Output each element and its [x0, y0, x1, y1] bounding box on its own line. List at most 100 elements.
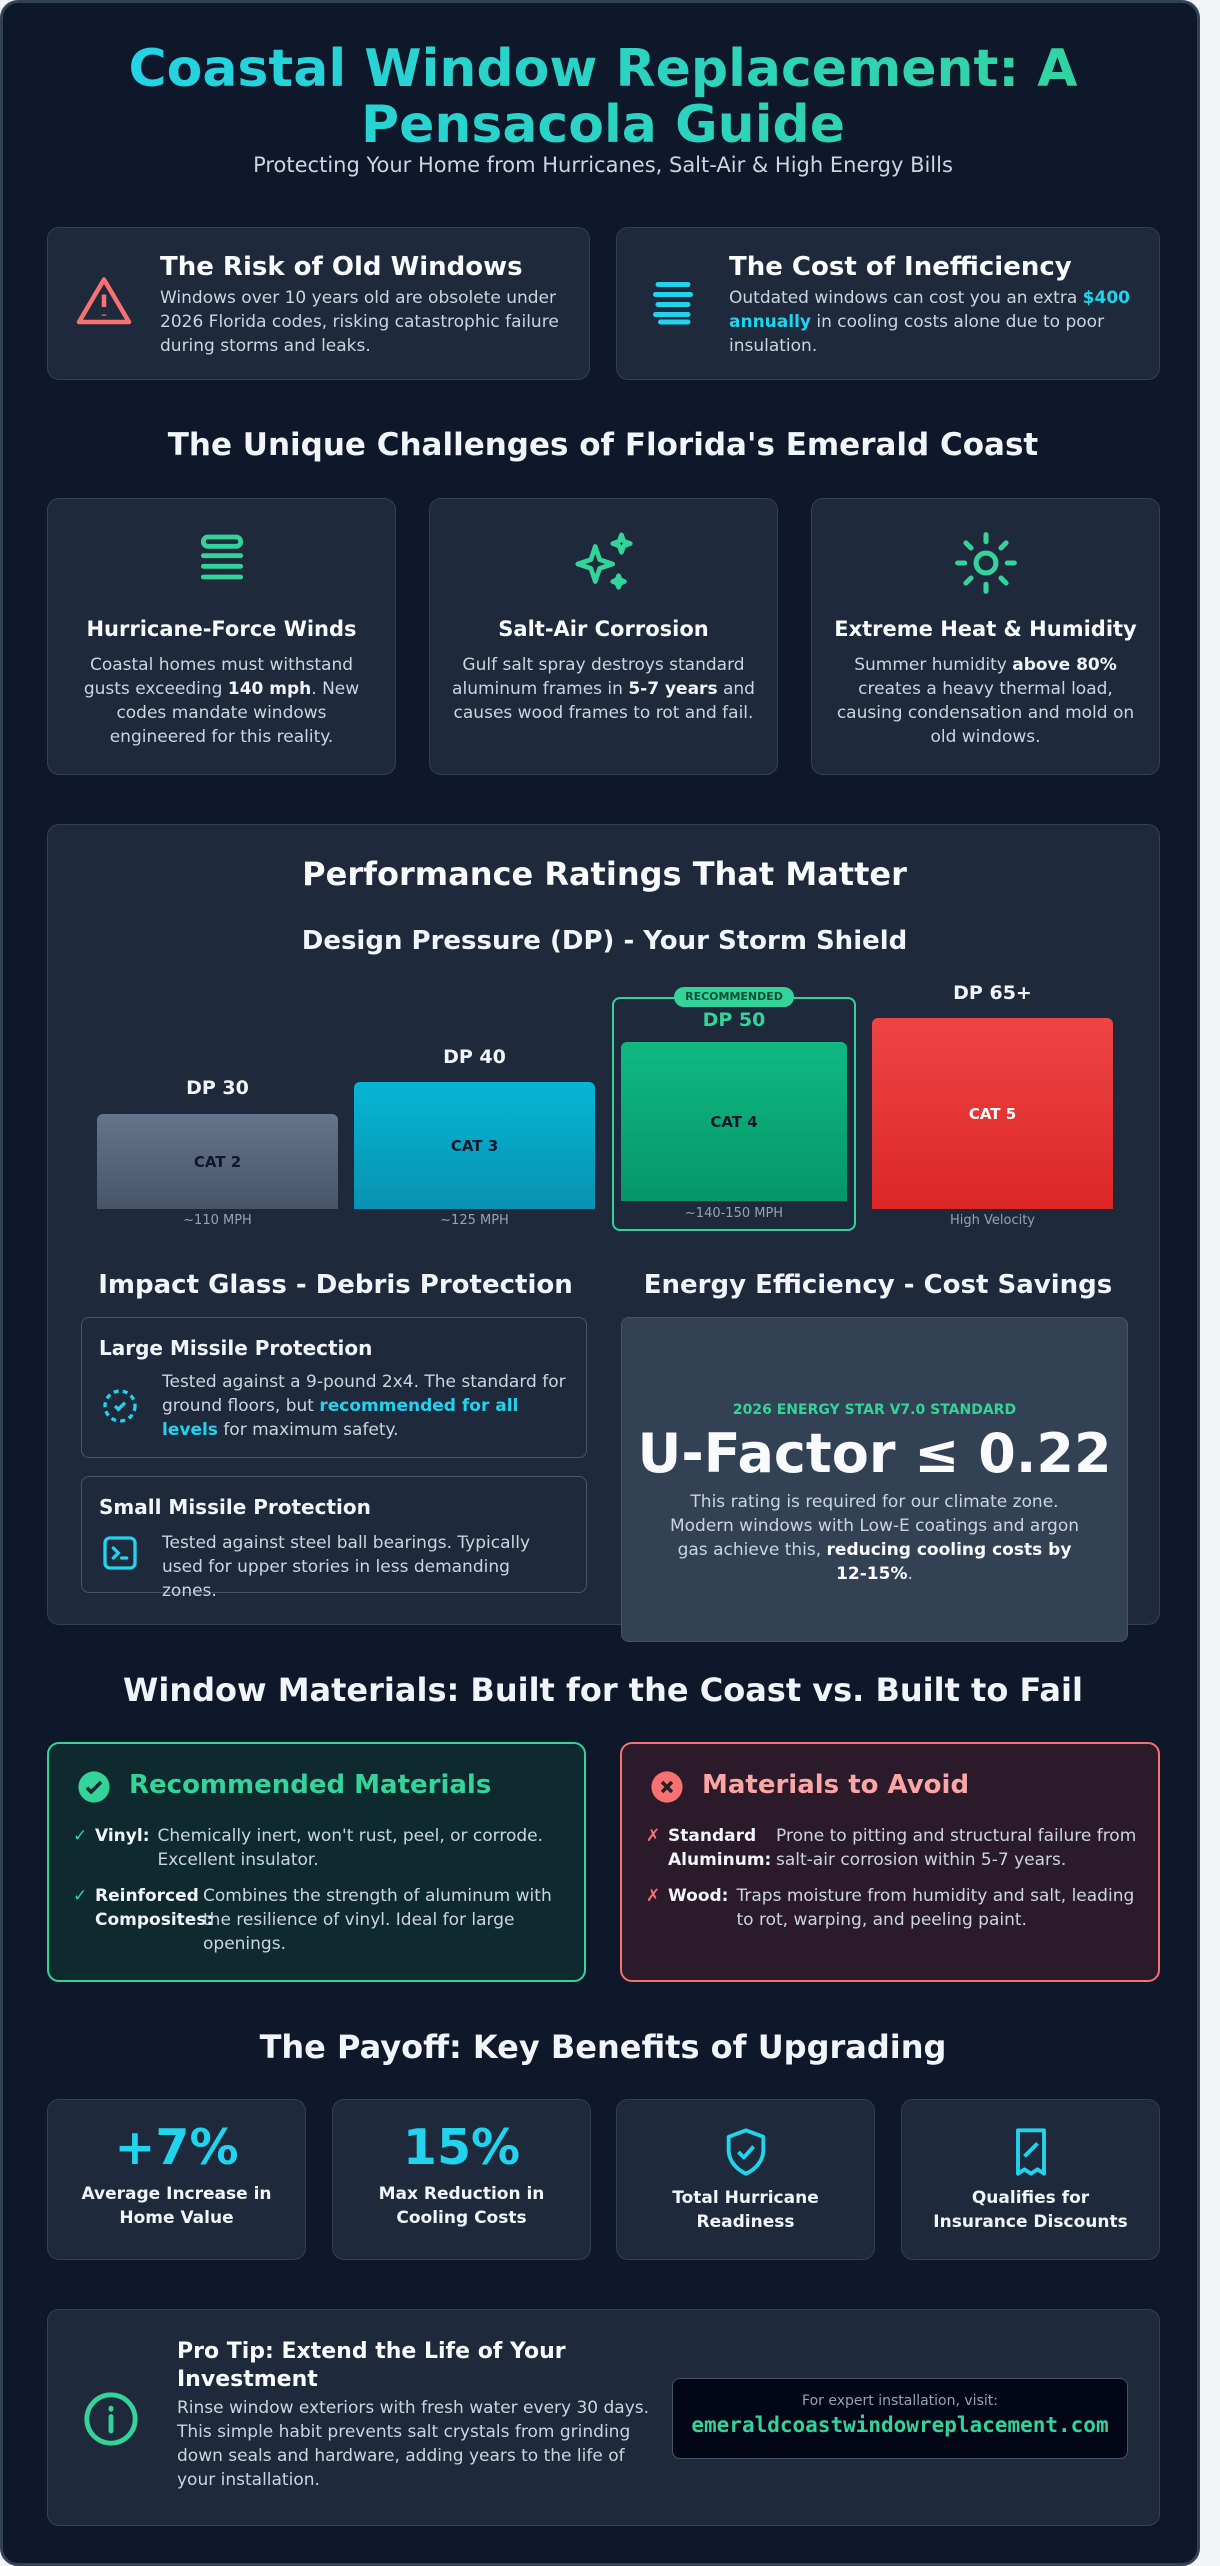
speed: High Velocity: [949, 1213, 1035, 1228]
desc: Combines the strength of aluminum with t…: [203, 1886, 552, 1954]
text: for maximum safety.: [217, 1420, 399, 1440]
text: Coastal homes must withstand gusts excee…: [83, 655, 354, 699]
section-heading: The Unique Challenges of Florida's Emera…: [167, 427, 1039, 463]
category: CAT 4: [710, 1112, 758, 1131]
benefit-card: Qualifies for Insurance Discounts: [901, 2099, 1160, 2260]
card-body: Tested against a 9-pound 2x4. The standa…: [162, 1370, 566, 1442]
challenge-card: Hurricane-Force Winds Coastal homes must…: [47, 498, 396, 775]
highlight: recommended for all levels: [162, 1396, 519, 1440]
tip-body: Rinse window exteriors with fresh water …: [177, 2398, 650, 2490]
material-item: ✓ Vinyl: Chemically inert, won't rust, pee…: [73, 1824, 564, 1872]
text: Tested against a 9-pound 2x4. The standa…: [162, 1372, 566, 1416]
card-body: Windows over 10 years old are obsolete u…: [160, 286, 565, 358]
card-body: Outdated windows can cost you an extra $…: [729, 286, 1135, 358]
benefit-label: Qualifies for Insurance Discounts: [933, 2188, 1128, 2232]
text: .: [907, 1564, 913, 1584]
subtitle: Protecting Your Home from Hurricanes, Sa…: [253, 153, 953, 177]
box-title: Materials to Avoid: [702, 1770, 970, 1800]
speed: ~125 MPH: [440, 1213, 509, 1228]
category: CAT 3: [450, 1136, 499, 1155]
material-item: ✗ Wood: Traps moisture from humidity and s…: [646, 1884, 1138, 1932]
card-body: Tested against steel ball bearings. Typi…: [162, 1531, 566, 1603]
card-title: Small Missile Protection: [99, 1495, 371, 1519]
card-body: Gulf salt spray destroys standard alumin…: [452, 653, 755, 725]
material-item: ✗ Standard Aluminum: Prone to pitting and …: [646, 1824, 1138, 1872]
recommended-box: Recommended Materials ✓ Vinyl: Chemically …: [47, 1742, 586, 1982]
text: and causes wood frames to rot and fail.: [453, 679, 755, 723]
emphasis: 5-7 years: [628, 679, 718, 699]
benefit-card: Total Hurricane Readiness: [616, 2099, 875, 2260]
badge: RECOMMENDED: [674, 987, 794, 1007]
text: in cooling costs alone due to poor insul…: [729, 312, 1105, 356]
speed: ~110 MPH: [183, 1213, 252, 1228]
emphasis: 140 mph: [227, 679, 312, 699]
highlight: $400 annually: [729, 288, 1130, 332]
missile-card: Large Missile Protection Tested against …: [81, 1317, 587, 1458]
sub-heading: Impact Glass - Debris Protection: [98, 1270, 573, 1300]
recommended-box: RECOMMENDED DP 50 CAT 4 ~140-150 MPH: [612, 987, 856, 1231]
ticket-icon: [1015, 2128, 1046, 2176]
avoid-box: Materials to Avoid ✗ Standard Aluminum: Pr…: [620, 1742, 1160, 1982]
url-box: For expert installation, visit: emeraldc…: [672, 2378, 1128, 2459]
section-heading: The Payoff: Key Benefits of Upgrading: [259, 2028, 947, 2066]
url[interactable]: emeraldcoastwindowreplacement.com: [691, 2413, 1109, 2437]
title: Coastal Window Replacement: A Pensacola …: [3, 41, 1197, 153]
energy-body: This rating is required for our climate …: [662, 1490, 1087, 1586]
benefit-label: Max Reduction in Cooling Costs: [378, 2184, 545, 2228]
text: This rating is required for our climate …: [669, 1492, 1079, 1560]
term: Wood:: [668, 1886, 729, 1906]
panel-heading: Performance Ratings That Matter: [302, 855, 907, 893]
sparkle-icon: [574, 532, 633, 590]
speed: ~140-150 MPH: [684, 1206, 784, 1221]
dp-bar: CAT 3: [354, 1082, 595, 1209]
x-icon: [651, 1771, 683, 1803]
text: creates a heavy thermal load, causing co…: [836, 679, 1135, 747]
challenge-card: Extreme Heat & Humidity Summer humidity …: [811, 498, 1160, 775]
text: Outdated windows can cost you an extra: [729, 288, 1083, 308]
dp-label: DP 65+: [953, 982, 1032, 1004]
stat: 15%: [402, 2119, 521, 2176]
wind-icon: [200, 534, 243, 580]
term: Vinyl:: [95, 1826, 150, 1846]
sub-heading: Energy Efficiency - Cost Savings: [643, 1270, 1113, 1300]
desc: Prone to pitting and structural failure …: [776, 1826, 1137, 1870]
emphasis: above 80%: [1012, 655, 1117, 675]
card-title: Large Missile Protection: [99, 1336, 373, 1360]
text: Summer humidity: [854, 655, 1013, 675]
card-body: Summer humidity above 80% creates a heav…: [834, 653, 1137, 749]
check: ✓: [73, 1886, 88, 1906]
cross: ✗: [646, 1886, 661, 1906]
term: Standard Aluminum:: [668, 1826, 772, 1870]
section-heading: Window Materials: Built for the Coast vs…: [123, 1671, 1083, 1709]
dp-label: DP 50: [702, 1009, 766, 1031]
card-title: Hurricane-Force Winds: [86, 617, 357, 641]
dp-label: DP 30: [186, 1077, 249, 1099]
desc: Traps moisture from humidity and salt, l…: [736, 1886, 1135, 1930]
intro-card: The Cost of Inefficiency Outdated window…: [616, 227, 1160, 380]
terminal-icon: [103, 1536, 137, 1570]
missile-card: Small Missile Protection Tested against …: [81, 1476, 587, 1601]
dp-label: DP 40: [443, 1046, 506, 1068]
benefit-card: +7% Average Increase in Home Value: [47, 2099, 306, 2260]
benefit-card: 15% Max Reduction in Cooling Costs: [332, 2099, 591, 2260]
card-title: Salt-Air Corrosion: [498, 617, 709, 641]
u-factor: U-Factor ≤ 0.22: [637, 1422, 1112, 1485]
desc: Chemically inert, won't rust, peel, or c…: [157, 1826, 544, 1870]
info-icon: [84, 2392, 138, 2446]
standard: 2026 ENERGY STAR V7.0 STANDARD: [732, 1402, 1017, 1418]
card-title: The Risk of Old Windows: [160, 252, 523, 282]
emphasis: reducing cooling costs by 12-15%: [826, 1540, 1072, 1584]
sun-icon: [954, 532, 1017, 594]
challenge-card: Salt-Air Corrosion Gulf salt spray destr…: [429, 498, 778, 775]
performance-panel: Performance Ratings That Matter Design P…: [47, 824, 1160, 1642]
warning-icon: [76, 277, 132, 325]
text: Gulf salt spray destroys standard alumin…: [452, 655, 745, 699]
term: Reinforced Composites:: [95, 1886, 214, 1930]
text: Windows over 10 years old are obsolete u…: [160, 288, 559, 356]
shield-icon: [103, 1389, 137, 1423]
box-title: Recommended Materials: [129, 1770, 492, 1800]
url-caption: For expert installation, visit:: [802, 2393, 998, 2409]
